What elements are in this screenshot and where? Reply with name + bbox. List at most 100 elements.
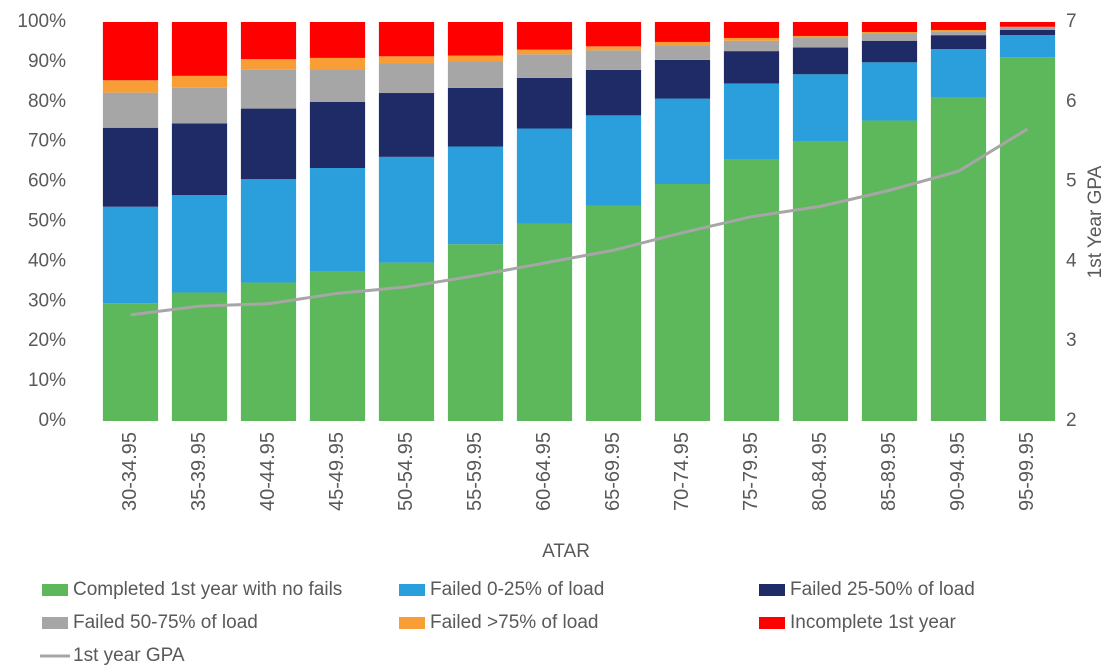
bar-segment — [585, 205, 642, 421]
bar-segment — [585, 22, 642, 47]
y2-tick-label: 6 — [1066, 91, 1077, 112]
bar-segment — [516, 128, 573, 224]
legend-swatch — [42, 617, 68, 629]
legend-swatch — [42, 584, 68, 596]
bar-segment — [723, 83, 780, 160]
bar-segment — [309, 69, 366, 102]
bar-segment — [171, 22, 228, 76]
bar-segment — [102, 80, 159, 93]
bar-segment — [516, 223, 573, 421]
bar-segment — [171, 292, 228, 421]
bar-segment — [309, 101, 366, 169]
x-tick-label: 70-74.95 — [671, 432, 693, 511]
bar-segment — [240, 59, 297, 70]
y-tick-label: 40% — [28, 250, 66, 271]
x-tick-label: 50-54.95 — [395, 432, 417, 511]
bar-segment — [861, 31, 918, 34]
x-tick-label: 40-44.95 — [257, 432, 279, 511]
y2-axis-title: 1st Year GPA — [1085, 165, 1106, 278]
bar-segment — [585, 69, 642, 116]
bar-segment — [171, 195, 228, 293]
bar-segment — [240, 22, 297, 60]
bar-segment — [930, 29, 987, 32]
bar-segment — [654, 41, 711, 46]
bar-segment — [792, 22, 849, 36]
bar-segment — [723, 22, 780, 38]
y-tick-label: 10% — [28, 370, 66, 391]
x-tick-label: 90-94.95 — [947, 432, 969, 511]
bar-segment — [447, 87, 504, 147]
bar-segment — [861, 33, 918, 41]
bar-segment — [654, 59, 711, 99]
bar-segment — [585, 50, 642, 70]
legend-swatch — [759, 584, 785, 596]
bar-segment — [240, 108, 297, 180]
x-tick-label: 55-59.95 — [464, 432, 486, 511]
x-tick-label: 80-84.95 — [809, 432, 831, 511]
y2-tick-label: 7 — [1066, 11, 1077, 32]
bar-segment — [930, 49, 987, 98]
bar-segment — [861, 120, 918, 421]
y-tick-label: 50% — [28, 211, 66, 232]
x-tick-label: 95-99.95 — [1016, 432, 1038, 511]
bar-segment — [930, 35, 987, 50]
bar-segment — [792, 141, 849, 421]
legend-label: Failed 50-75% of load — [73, 612, 258, 633]
x-tick-label: 85-89.95 — [878, 432, 900, 511]
bar-segment — [861, 62, 918, 121]
y-tick-label: 60% — [28, 171, 66, 192]
y-tick-label: 80% — [28, 91, 66, 112]
bar-segment — [240, 69, 297, 109]
y2-tick-label: 5 — [1066, 171, 1077, 192]
bar-segment — [378, 93, 435, 157]
x-tick-label: 30-34.95 — [119, 432, 141, 511]
bar-segment — [723, 37, 780, 41]
bar-segment — [999, 57, 1056, 421]
bar-segment — [861, 22, 918, 32]
bar-segment — [378, 156, 435, 263]
bar-segment — [654, 22, 711, 42]
bar-segment — [516, 77, 573, 129]
bar-segment — [999, 29, 1056, 36]
bar-segment — [378, 22, 435, 57]
y-tick-label: 0% — [39, 410, 67, 431]
bar-segment — [171, 87, 228, 124]
bar-segment — [102, 92, 159, 128]
bar-segment — [930, 22, 987, 30]
bar-segment — [447, 61, 504, 88]
legend-swatch — [399, 617, 425, 629]
bar-segment — [999, 27, 1056, 30]
bar-segment — [447, 22, 504, 56]
bar-segment — [585, 46, 642, 51]
y-tick-label: 70% — [28, 131, 66, 152]
y2-tick-label: 2 — [1066, 410, 1077, 431]
bar-segment — [309, 168, 366, 272]
x-tick-label: 75-79.95 — [740, 432, 762, 511]
legend-label: Failed 25-50% of load — [790, 579, 975, 600]
legend-label: 1st year GPA — [73, 645, 185, 666]
bar-segment — [654, 183, 711, 421]
bar-segment — [999, 26, 1056, 28]
y-tick-label: 30% — [28, 290, 66, 311]
bar-segment — [516, 22, 573, 50]
y2-tick-label: 4 — [1066, 250, 1077, 271]
bar-segment — [516, 54, 573, 78]
y-tick-label: 100% — [17, 11, 66, 32]
legend-label: Failed 0-25% of load — [430, 579, 604, 600]
bar-segment — [723, 159, 780, 421]
bar-segment — [723, 40, 780, 52]
bar-segment — [792, 37, 849, 48]
x-tick-label: 45-49.95 — [326, 432, 348, 511]
y2-tick-label: 3 — [1066, 330, 1077, 351]
bar-segment — [792, 74, 849, 142]
bar-segment — [378, 63, 435, 94]
x-tick-label: 65-69.95 — [602, 432, 624, 511]
bar-segment — [240, 179, 297, 283]
legend-label: Incomplete 1st year — [790, 612, 956, 633]
bar-segment — [378, 56, 435, 64]
bar-segment — [447, 55, 504, 62]
bar-segment — [102, 22, 159, 81]
bar-segment — [171, 75, 228, 88]
bar-segment — [792, 47, 849, 75]
